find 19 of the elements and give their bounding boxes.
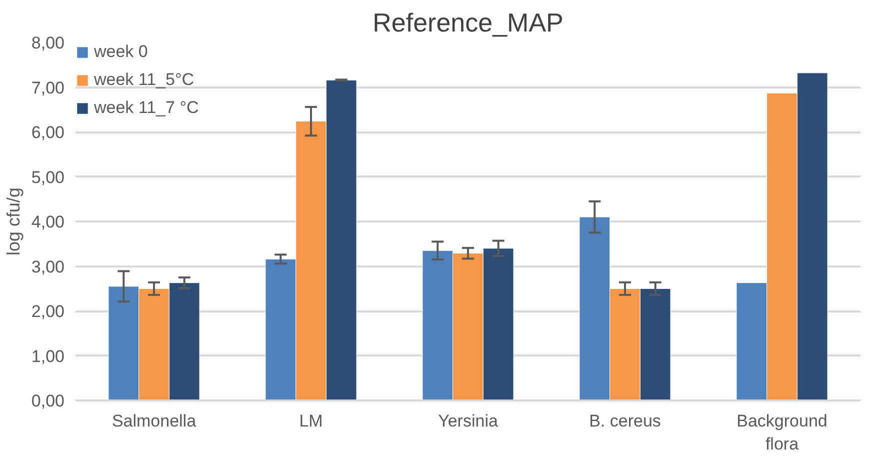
- y-tick-label: 5,00: [31, 168, 65, 187]
- y-tick-label: 8,00: [31, 34, 65, 52]
- y-tick-label: 1,00: [31, 346, 65, 366]
- legend-label: week 11_7 °C: [94, 98, 199, 118]
- y-axis-title: log cfu/g: [3, 187, 24, 256]
- y-tick-label: 7,00: [31, 78, 65, 98]
- y-tick-label: 2,00: [31, 302, 65, 321]
- x-tick-label: LM: [299, 412, 323, 430]
- y-tick-label: 4,00: [31, 212, 65, 232]
- chart-title: Reference_MAP: [372, 8, 564, 38]
- y-tick-label: 3,00: [31, 257, 65, 276]
- x-tick-label: Salmonella: [112, 412, 197, 430]
- legend-label: week 11_5°C: [94, 70, 194, 90]
- x-tick-label: B. cereus: [589, 412, 661, 430]
- x-tick-label: Yersinia: [438, 412, 498, 430]
- legend-label: week 0: [94, 42, 148, 62]
- y-tick-label: 6,00: [31, 123, 65, 142]
- x-tick-label: Background flora: [736, 412, 828, 454]
- y-tick-label: 0,00: [31, 392, 65, 410]
